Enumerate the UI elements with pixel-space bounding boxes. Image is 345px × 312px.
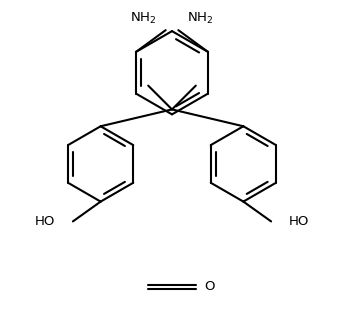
Text: HO: HO bbox=[289, 215, 309, 228]
Text: O: O bbox=[205, 280, 215, 293]
Text: NH$_2$: NH$_2$ bbox=[130, 11, 157, 26]
Text: HO: HO bbox=[35, 215, 55, 228]
Text: NH$_2$: NH$_2$ bbox=[187, 11, 214, 26]
